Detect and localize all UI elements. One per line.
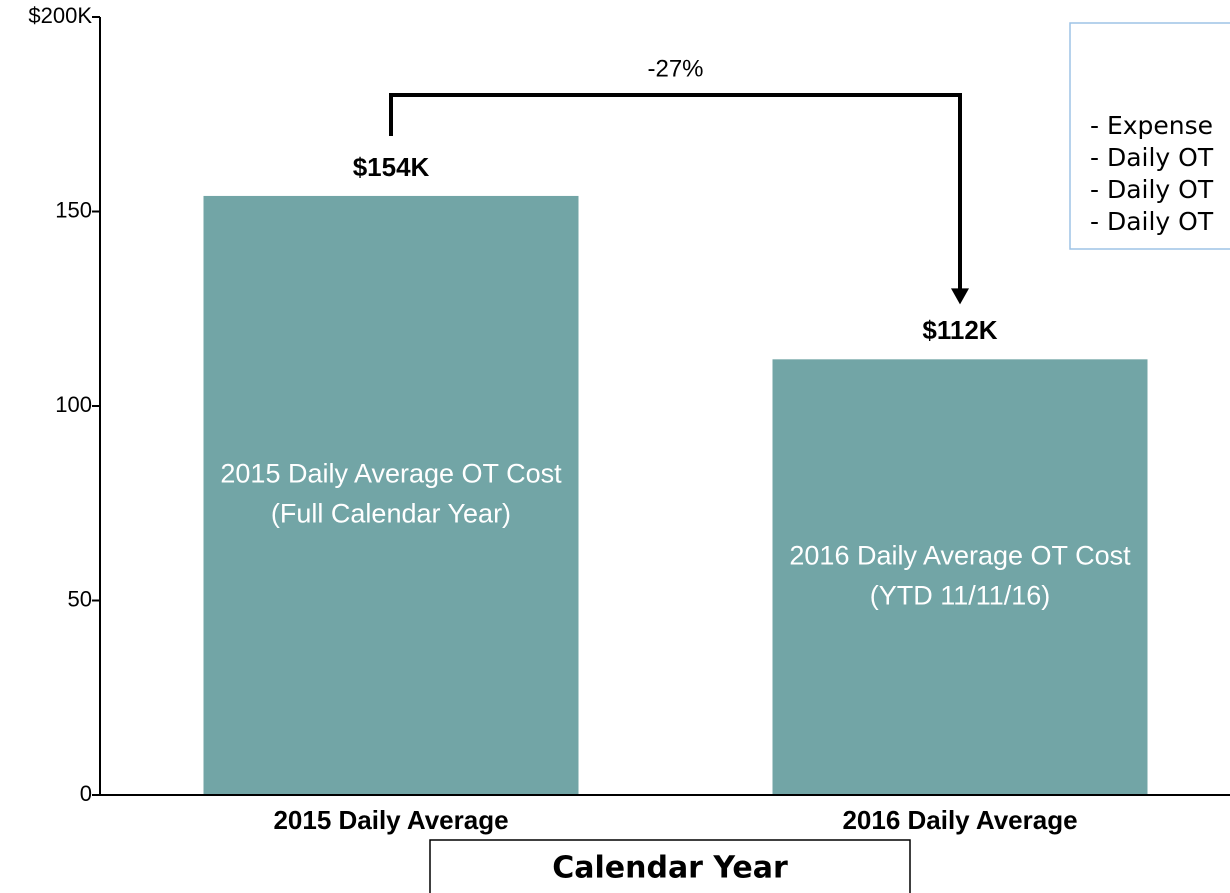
arrow-head <box>951 288 969 305</box>
legend-box <box>1069 22 1230 250</box>
y-tick-label: 100 <box>55 392 92 417</box>
data-label: $154K <box>353 152 430 182</box>
y-tick-label: 50 <box>68 586 92 611</box>
x-tick-label: 2015 Daily Average <box>273 805 508 835</box>
bar-text: 2016 Daily Average OT Cost <box>789 540 1131 570</box>
bar-text: 2015 Daily Average OT Cost <box>220 459 562 489</box>
legend-entry: - Daily OT <box>1090 143 1214 172</box>
data-label: $112K <box>922 315 997 345</box>
y-tick-label: 150 <box>55 197 92 222</box>
x-axis-title: Calendar Year <box>552 851 788 886</box>
change-bracket <box>389 93 962 291</box>
legend-entry: - Daily OT <box>1090 175 1214 204</box>
change-annotation: -27% <box>647 55 703 82</box>
bar <box>772 359 1148 795</box>
legend-entry: - Expense <box>1090 111 1213 140</box>
bar-text: (Full Calendar Year) <box>271 499 511 529</box>
bar <box>203 195 579 795</box>
bar-text: (YTD 11/11/16) <box>870 580 1051 610</box>
legend-entry: - Daily OT <box>1090 207 1214 236</box>
y-tick-label: $200K <box>28 3 92 28</box>
y-tick-label: 0 <box>80 781 92 806</box>
x-tick-label: 2016 Daily Average <box>842 805 1077 835</box>
x-title-box <box>429 839 911 893</box>
